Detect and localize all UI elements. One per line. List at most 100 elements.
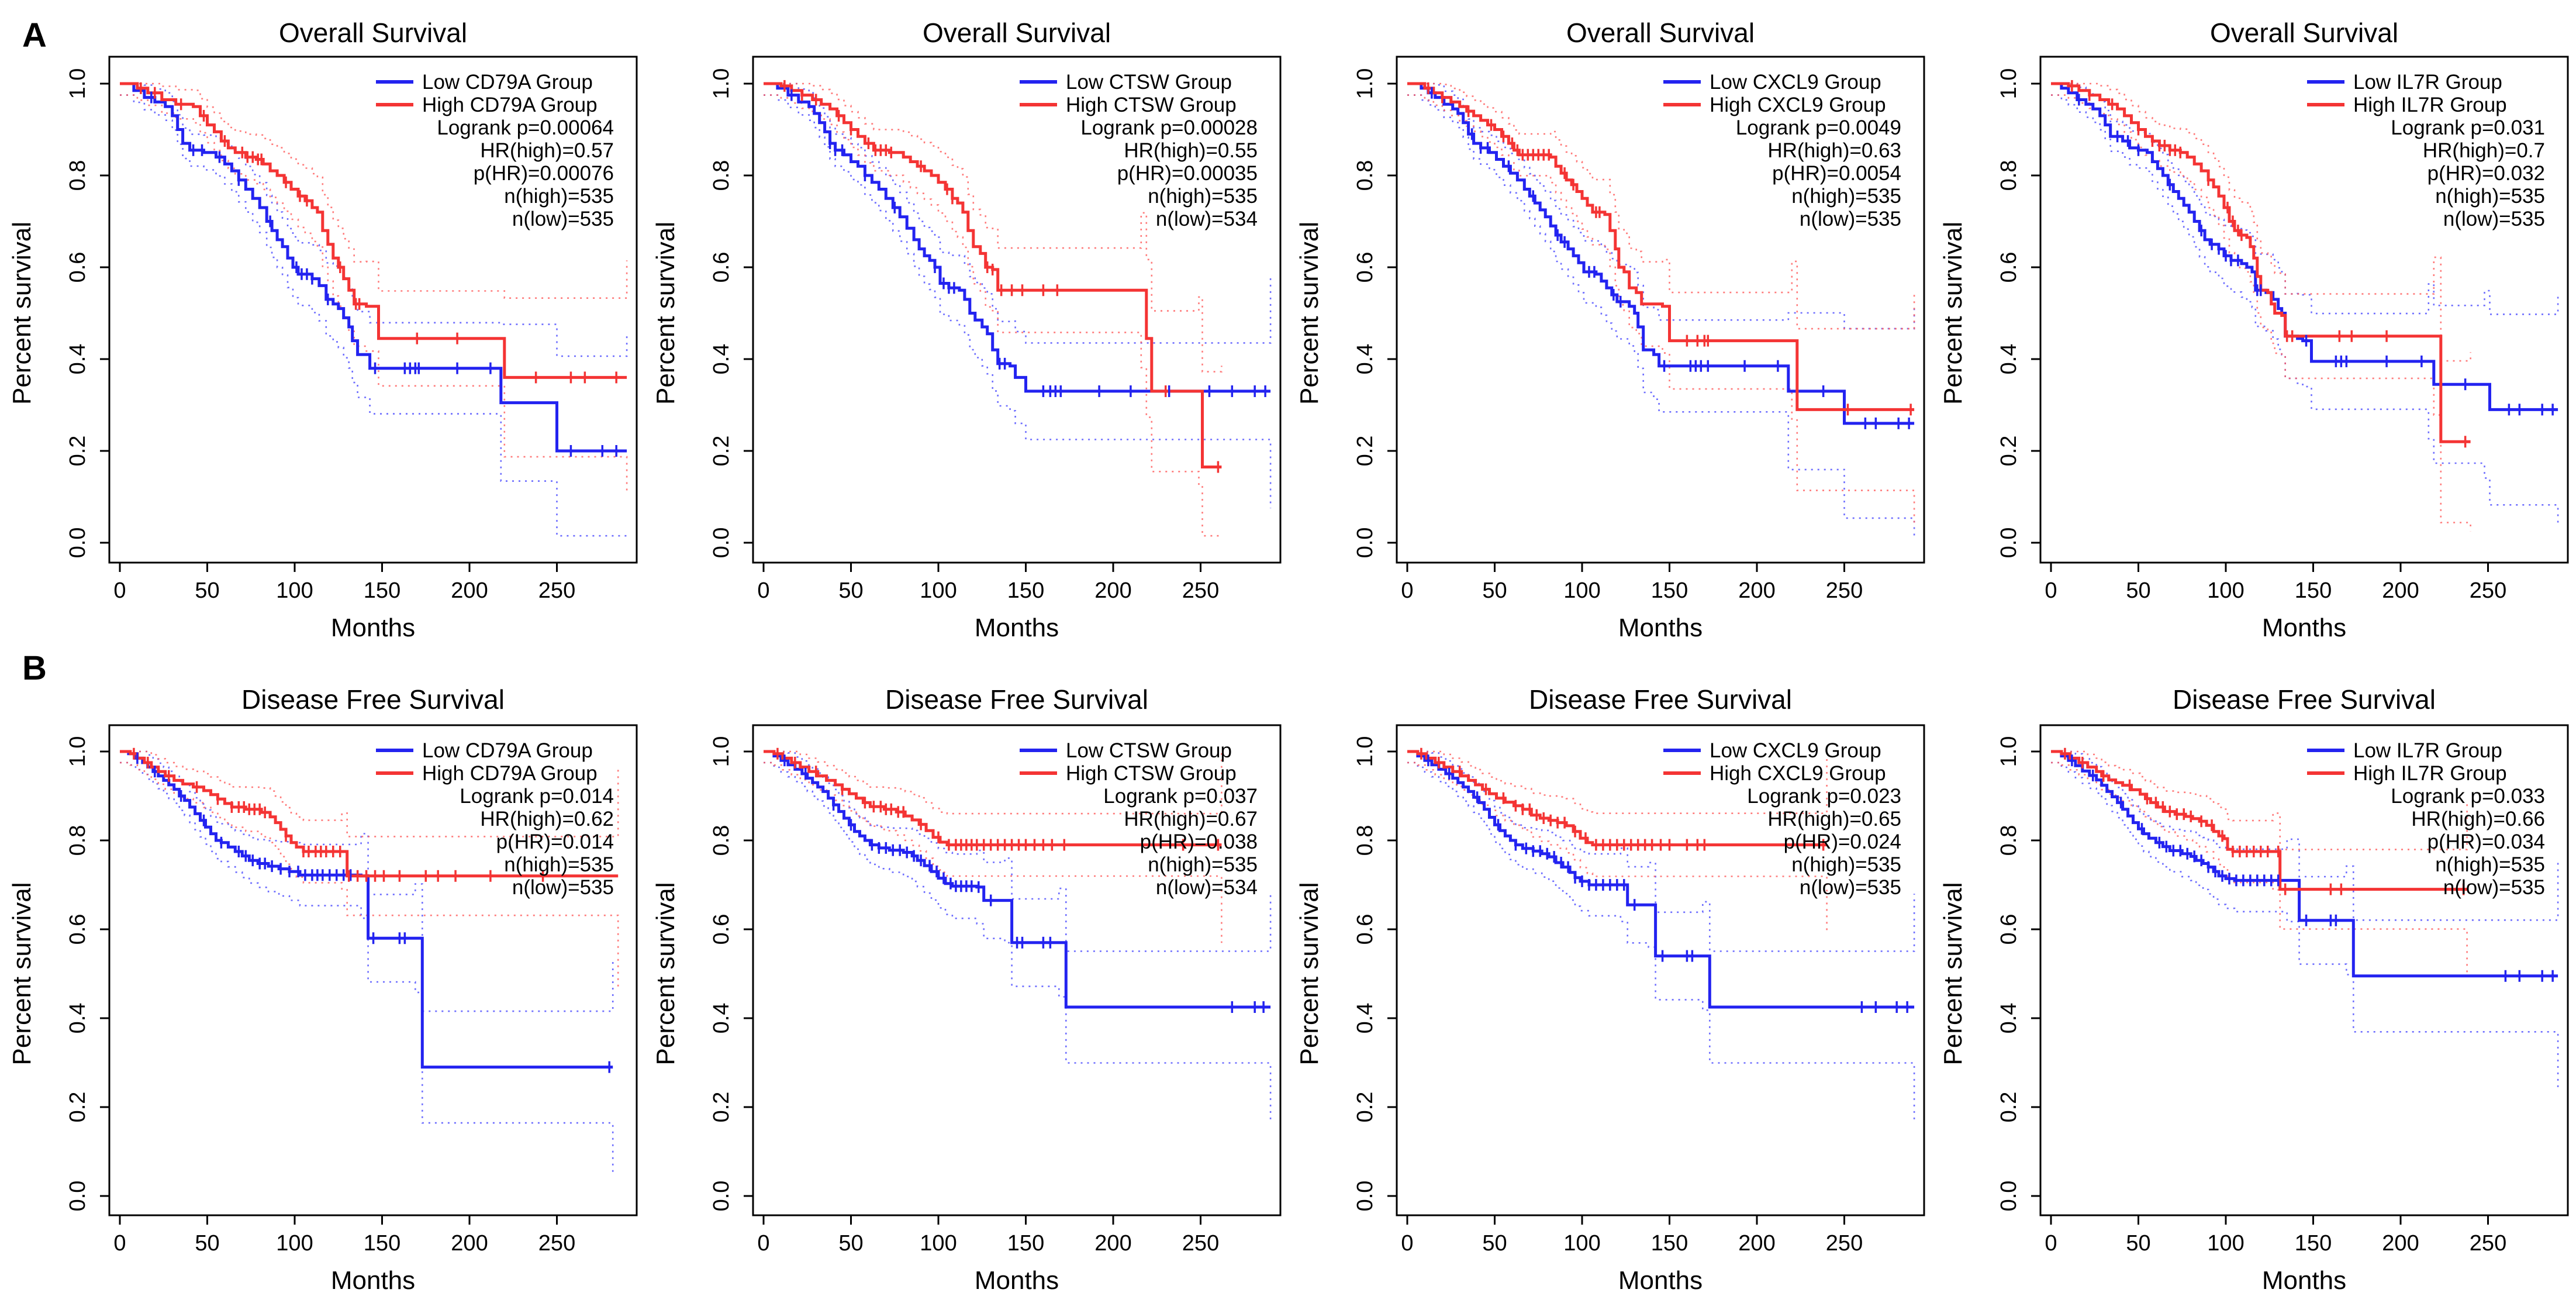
ci-lower-low bbox=[2051, 761, 2559, 1090]
x-axis-label: Months bbox=[2262, 613, 2346, 642]
x-tick-label: 100 bbox=[2207, 1231, 2244, 1256]
stats-line: HR(high)=0.57 bbox=[480, 139, 614, 162]
legend-label: Low CTSW Group bbox=[1066, 71, 1232, 94]
plot-box bbox=[108, 724, 638, 1216]
ci-lower-high bbox=[2051, 94, 2471, 532]
stats-line: p(HR)=0.032 bbox=[2427, 162, 2545, 185]
legend-label: Low CXCL9 Group bbox=[1710, 71, 1881, 94]
stats-line: p(HR)=0.034 bbox=[2427, 830, 2545, 853]
stats-line: HR(high)=0.67 bbox=[1124, 808, 1258, 830]
ci-upper-high bbox=[764, 750, 1223, 815]
y-tick-label: 0.8 bbox=[1353, 160, 1377, 191]
km-panel-A-IL7R: Overall Survival 0 50 100 150 200 250 1.0 0.8 0.6… bbox=[1939, 18, 2569, 642]
x-tick-label: 0 bbox=[2045, 578, 2057, 603]
y-tick-label: 0.8 bbox=[1353, 825, 1377, 856]
y-tick-label: 0.4 bbox=[1997, 1003, 2021, 1034]
x-axis-label: Months bbox=[331, 1266, 415, 1295]
ci-lower-low bbox=[120, 94, 627, 537]
x-tick-label: 100 bbox=[920, 578, 956, 603]
y-tick-label: 1.0 bbox=[1353, 736, 1377, 767]
x-tick-label: 100 bbox=[1563, 578, 1600, 603]
km-panel-A-CTSW: Overall Survival 0 50 100 150 200 250 1.0 0.8 0.6… bbox=[651, 18, 1282, 642]
x-tick-label: 200 bbox=[451, 578, 488, 603]
x-tick-label: 0 bbox=[757, 1231, 769, 1256]
x-tick-label: 250 bbox=[538, 1231, 575, 1256]
ci-lower-low bbox=[764, 761, 1272, 1121]
stats-line: n(high)=535 bbox=[2435, 185, 2545, 208]
panel-cell-A-CD79A: A Overall Survival 0 50 100 150 200 250 1.0 0.8 0.… bbox=[0, 0, 644, 643]
x-tick-label: 150 bbox=[1007, 1231, 1044, 1256]
y-tick-label: 0.0 bbox=[65, 528, 90, 559]
y-axis-label: Percent survival bbox=[1295, 222, 1324, 405]
x-tick-label: 250 bbox=[1182, 1231, 1219, 1256]
x-tick-label: 250 bbox=[1182, 578, 1219, 603]
x-tick-label: 0 bbox=[113, 578, 126, 603]
plot-box bbox=[752, 56, 1282, 564]
y-tick-label: 0.6 bbox=[1997, 914, 2021, 945]
plot-box bbox=[1396, 56, 1925, 564]
stats-line: Logrank p=0.037 bbox=[1103, 785, 1258, 808]
stats-line: HR(high)=0.63 bbox=[1767, 139, 1901, 162]
x-tick-label: 50 bbox=[195, 578, 219, 603]
x-tick-label: 50 bbox=[1482, 578, 1507, 603]
panel-title: Disease Free Survival bbox=[1529, 684, 1792, 715]
x-tick-label: 150 bbox=[2295, 1231, 2332, 1256]
x-tick-label: 100 bbox=[2207, 578, 2244, 603]
y-axis-label: Percent survival bbox=[651, 222, 680, 405]
km-curve-low bbox=[2051, 82, 2558, 411]
x-tick-label: 100 bbox=[276, 1231, 313, 1256]
y-tick-label: 1.0 bbox=[1997, 68, 2021, 99]
stats-line: Logrank p=0.033 bbox=[2391, 785, 2545, 808]
y-axis-label: Percent survival bbox=[1939, 222, 1967, 405]
stats-line: n(high)=535 bbox=[504, 853, 614, 876]
x-tick-label: 150 bbox=[364, 578, 400, 603]
x-tick-label: 50 bbox=[2126, 578, 2150, 603]
legend-label: High CTSW Group bbox=[1066, 94, 1237, 116]
x-tick-label: 150 bbox=[2295, 578, 2332, 603]
x-tick-label: 250 bbox=[1826, 1231, 1863, 1256]
km-panel-B-CTSW: Disease Free Survival 0 50 100 150 200 250 1.0 0… bbox=[651, 684, 1282, 1295]
y-tick-label: 0.8 bbox=[1997, 160, 2021, 191]
y-tick-label: 0.4 bbox=[709, 344, 734, 375]
x-tick-label: 150 bbox=[1007, 578, 1044, 603]
ci-upper-high bbox=[120, 82, 628, 299]
x-axis-label: Months bbox=[1618, 1266, 1703, 1295]
stats-line: Logrank p=0.00064 bbox=[437, 116, 614, 139]
km-panel-B-IL7R: Disease Free Survival 0 50 100 150 200 250 1.0 0… bbox=[1939, 684, 2569, 1295]
ci-lower-high bbox=[764, 761, 1223, 943]
stats-line: Logrank p=0.031 bbox=[2391, 116, 2545, 139]
y-tick-label: 0.0 bbox=[1353, 528, 1377, 559]
legend-label: Low CTSW Group bbox=[1066, 739, 1232, 762]
km-panel-A-CXCL9: Overall Survival 0 50 100 150 200 250 1.0 0.8 0.6… bbox=[1295, 18, 1925, 642]
y-tick-label: 0.2 bbox=[1997, 436, 2021, 467]
x-axis-label: Months bbox=[2262, 1266, 2346, 1295]
stats-line: n(high)=535 bbox=[1148, 853, 1258, 876]
panel-cell-B-CXCL9: Disease Free Survival 0 50 100 150 200 250 1.0 0… bbox=[1287, 643, 1931, 1303]
stats-line: n(high)=535 bbox=[1148, 185, 1258, 208]
x-tick-label: 150 bbox=[1651, 578, 1688, 603]
km-curve-high bbox=[1407, 750, 1827, 847]
stats-line: n(high)=535 bbox=[1791, 853, 1901, 876]
legend-label: High IL7R Group bbox=[2353, 762, 2507, 785]
y-tick-label: 0.6 bbox=[709, 914, 734, 945]
km-curve-high bbox=[120, 750, 619, 878]
stats-line: HR(high)=0.66 bbox=[2411, 808, 2545, 830]
stats-line: p(HR)=0.0054 bbox=[1772, 162, 1901, 185]
ci-upper-high bbox=[764, 82, 1223, 373]
y-tick-label: 0.6 bbox=[1997, 252, 2021, 283]
ci-lower-low bbox=[1407, 94, 1915, 536]
y-tick-label: 0.4 bbox=[1353, 1003, 1377, 1034]
y-tick-label: 0.6 bbox=[65, 914, 90, 945]
panel-title: Disease Free Survival bbox=[241, 684, 505, 715]
stats-line: n(low)=535 bbox=[512, 208, 614, 230]
y-tick-label: 0.4 bbox=[1353, 344, 1377, 375]
stats-line: p(HR)=0.00076 bbox=[474, 162, 614, 185]
y-axis-label: Percent survival bbox=[651, 882, 680, 1065]
ci-lower-high bbox=[1407, 761, 1828, 932]
y-axis-label: Percent survival bbox=[1939, 882, 1967, 1065]
km-curve-high bbox=[764, 750, 1222, 847]
ci-upper-high bbox=[120, 750, 619, 837]
x-tick-label: 200 bbox=[2382, 1231, 2419, 1256]
x-tick-label: 150 bbox=[364, 1231, 400, 1256]
stats-line: n(low)=534 bbox=[1156, 876, 1258, 899]
